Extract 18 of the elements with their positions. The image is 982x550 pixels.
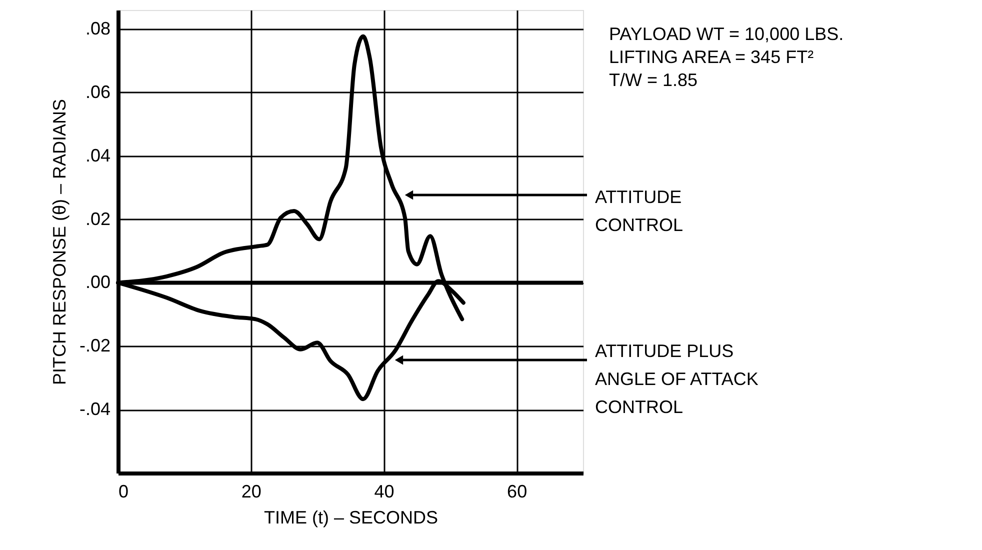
text: ATTITUDE CONTROL: [595, 187, 684, 235]
text: LIFTING AREA = 345 FT²: [609, 47, 814, 67]
y-tick-label: .06: [85, 82, 110, 102]
y-tick-label: -.02: [79, 336, 110, 356]
x-tick-label: 40: [374, 482, 394, 502]
x-tick-label: 0: [118, 482, 129, 502]
text: ATTITUDE PLUS ANGLE OF ATTACK CONTROL: [595, 341, 758, 417]
y-tick-label: -.04: [79, 399, 110, 420]
x-axis-title: TIME (t) – SECONDS: [264, 508, 438, 528]
y-axis-title: PITCH RESPONSE (θ) – RADIANS: [49, 98, 70, 386]
x-tick-label: 60: [507, 482, 528, 502]
y-tick-label: .04: [85, 145, 110, 166]
text: T/W = 1.85: [609, 70, 698, 90]
y-tick-label: .08: [85, 18, 110, 39]
y-tick-label: .02: [85, 208, 110, 229]
text: PAYLOAD WT = 10,000 LBS.: [609, 24, 844, 44]
x-tick-label: 20: [241, 482, 262, 502]
y-tick-label: .00: [85, 272, 110, 292]
